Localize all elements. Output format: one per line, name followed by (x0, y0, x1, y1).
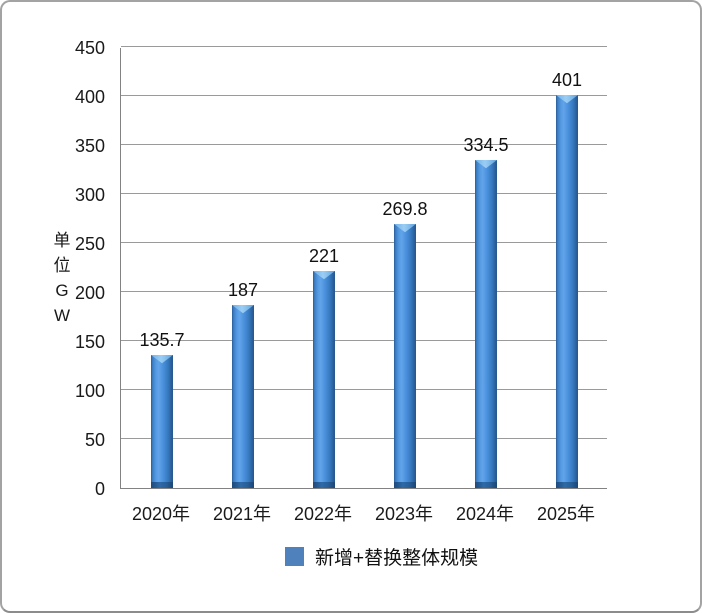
x-axis-label: 2022年 (293, 504, 353, 524)
bar-base-shade (313, 482, 335, 488)
bar-base-shade (232, 482, 254, 488)
bar-top-bevel (556, 95, 578, 104)
y-axis-tick-label: 400 (74, 87, 105, 107)
y-axis-tick-label: 250 (74, 234, 105, 254)
bar-top-bevel (475, 160, 497, 169)
y-axis-tick-label: 350 (74, 136, 105, 156)
gridline (121, 389, 607, 390)
x-axis-label: 2023年 (374, 504, 434, 524)
gridline (121, 291, 607, 292)
y-axis-title-char: 位 (53, 256, 71, 275)
x-axis-label: 2024年 (455, 504, 515, 524)
legend-label: 新增+替换整体规模 (315, 548, 479, 569)
x-axis-label: 2021年 (212, 504, 272, 524)
bar-value-label: 334.5 (463, 135, 509, 155)
legend-swatch-icon (285, 547, 304, 566)
gridline (121, 95, 607, 96)
bar-top-bevel (313, 271, 335, 280)
y-axis-tick-label: 450 (74, 38, 105, 58)
y-axis-tick-label: 200 (74, 283, 105, 303)
bar-base-shade (556, 482, 578, 488)
y-axis-tick-label: 300 (74, 185, 105, 205)
y-axis-tick-label: 150 (74, 332, 105, 352)
legend: 新增+替换整体规模 (285, 543, 478, 570)
bar-value-label: 269.8 (382, 199, 428, 219)
gridline (121, 242, 607, 243)
y-axis-tick-labels: 0 50 100 150 200 250 300 350 400 450 (60, 38, 105, 499)
y-axis-tick-label: 50 (84, 430, 105, 450)
y-axis-title-char: 单 (53, 231, 71, 250)
bar-top-bevel (232, 305, 254, 314)
bar-value-label: 221 (308, 246, 340, 266)
bar-value-label: 135.7 (139, 330, 185, 350)
bar (556, 95, 578, 488)
bar-value-label: 187 (227, 280, 259, 300)
bar-base-shade (475, 482, 497, 488)
bar-value-label: 401 (551, 70, 583, 90)
bar-base-shade (394, 482, 416, 488)
bar (475, 160, 497, 488)
bar (313, 271, 335, 488)
y-axis-tick-label: 100 (74, 381, 105, 401)
y-axis-title-char: W (53, 306, 71, 325)
bar (232, 305, 254, 488)
bar-top-bevel (394, 224, 416, 233)
gridline (121, 144, 607, 145)
gridline (121, 340, 607, 341)
gridline (121, 438, 607, 439)
x-axis-label: 2025年 (536, 504, 596, 524)
bar (151, 355, 173, 488)
x-axis-labels: 2020年 2021年 2022年 2023年 2024年 2025年 (120, 501, 607, 527)
y-axis-title-char: G (55, 281, 69, 300)
y-axis-tick-label: 0 (94, 479, 105, 499)
x-axis-label: 2020年 (131, 504, 191, 524)
plot-area: 135.7 187 221 269.8 334.5 401 (120, 46, 607, 489)
bar-top-bevel (151, 355, 173, 364)
gridline (121, 193, 607, 194)
bar (394, 224, 416, 488)
gridline (121, 46, 607, 47)
bar-base-shade (151, 482, 173, 488)
